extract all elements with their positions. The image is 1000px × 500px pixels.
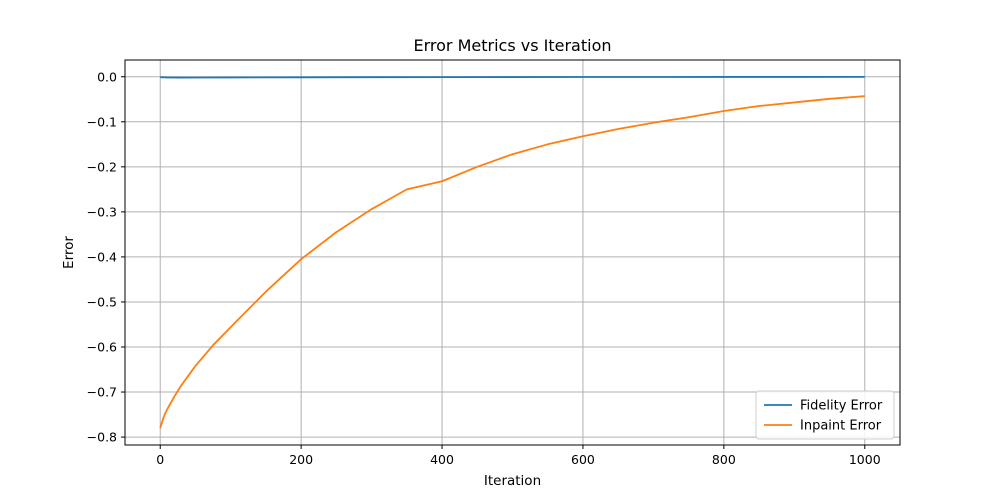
legend-label: Inpaint Error (800, 419, 882, 434)
x-tick-label: 1000 (849, 452, 881, 467)
grid (125, 60, 900, 445)
y-tick-label: 0.0 (97, 69, 117, 84)
legend-box (755, 390, 895, 440)
plot-frame (124, 59, 901, 446)
x-tick-label: 200 (289, 452, 313, 467)
y-tick-label: −0.4 (87, 249, 117, 264)
x-axis: 0 200 400 600 800 1000 (156, 445, 881, 467)
x-tick-label: 0 (156, 452, 164, 467)
y-axis: 0.0 −0.1 −0.2 −0.3 −0.4 −0.5 −0.6 −0.7 −0.8 (87, 69, 125, 445)
legend: Fidelity Error Inpaint Error (755, 390, 895, 440)
y-tick-label: −0.6 (87, 339, 117, 354)
y-tick-label: −0.7 (87, 385, 117, 400)
x-tick-label: 600 (571, 452, 595, 467)
legend-label: Fidelity Error (800, 399, 883, 414)
x-tick-label: 400 (430, 452, 454, 467)
y-tick-label: −0.1 (87, 114, 117, 129)
series-line-inpaint-error (159, 95, 865, 429)
y-tick-label: −0.8 (87, 430, 117, 445)
y-tick-label: −0.2 (87, 159, 117, 174)
y-axis-label: Error (61, 236, 77, 269)
series-line-fidelity-error (160, 75, 865, 79)
series-lines (159, 75, 865, 429)
x-axis-label: Iteration (484, 473, 541, 489)
chart-title: Error Metrics vs Iteration (413, 36, 611, 55)
y-tick-label: −0.3 (87, 204, 117, 219)
x-tick-label: 800 (712, 452, 736, 467)
y-tick-label: −0.5 (87, 294, 117, 309)
